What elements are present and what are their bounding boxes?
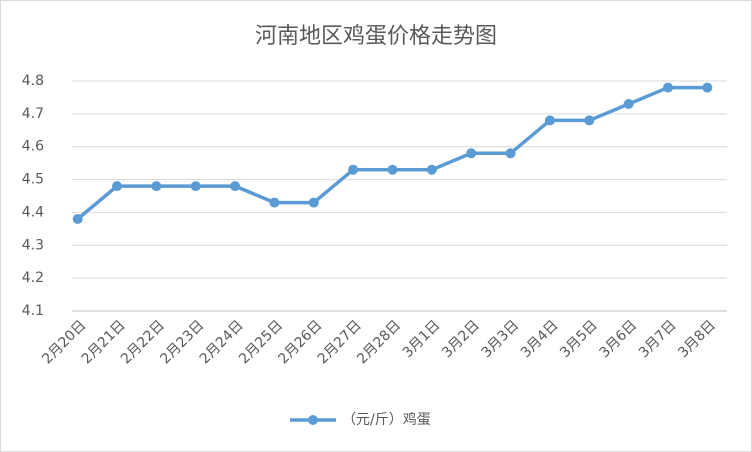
point xyxy=(151,181,162,192)
point xyxy=(426,164,437,175)
point xyxy=(662,82,673,93)
y-tick-label: 4.2 xyxy=(22,270,44,286)
point xyxy=(387,164,398,175)
point xyxy=(230,181,241,192)
point xyxy=(623,99,634,109)
y-tick-label: 4.8 xyxy=(22,73,44,89)
point xyxy=(190,181,201,192)
y-tick-label: 4.7 xyxy=(22,106,44,122)
y-tick-label: 4.5 xyxy=(22,172,44,188)
point xyxy=(269,197,280,208)
point xyxy=(584,115,595,126)
chart-title: 河南地区鸡蛋价格走势图 xyxy=(255,24,497,49)
point xyxy=(348,164,359,175)
y-tick-label: 4.6 xyxy=(22,139,44,155)
point xyxy=(505,148,516,159)
legend-label: （元/斤）鸡蛋 xyxy=(342,411,431,428)
legend-marker xyxy=(308,415,318,425)
point xyxy=(308,197,319,208)
point xyxy=(702,82,713,93)
y-tick-label: 4.1 xyxy=(22,303,44,319)
point xyxy=(72,214,83,224)
point xyxy=(544,115,555,126)
point xyxy=(112,181,123,192)
y-tick-label: 4.4 xyxy=(22,204,44,220)
y-tick-label: 4.3 xyxy=(22,237,44,253)
point xyxy=(466,148,477,159)
